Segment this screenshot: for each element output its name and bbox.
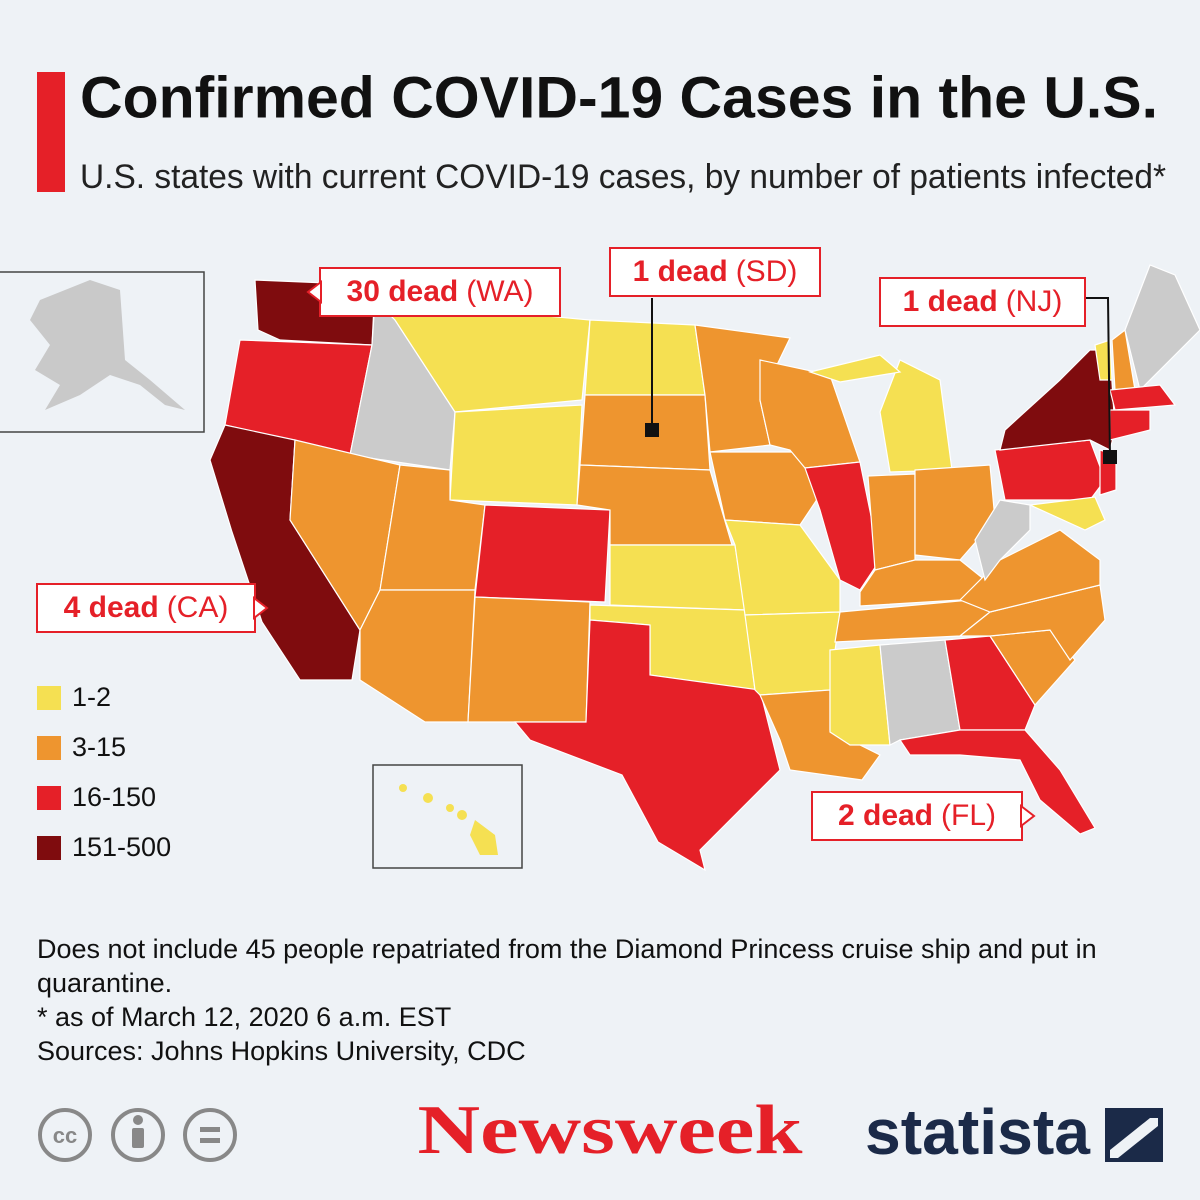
callout-state: (NJ) xyxy=(1006,285,1063,318)
callout-state: (WA) xyxy=(466,275,533,308)
state xyxy=(1124,264,1200,392)
leader-line xyxy=(1085,297,1111,458)
note: Sources: Johns Hopkins University, CDC xyxy=(37,1036,526,1066)
callout-count: 4 dead xyxy=(64,591,159,624)
legend-label: 151-500 xyxy=(72,832,171,862)
alaska xyxy=(30,280,185,410)
state xyxy=(898,729,1096,835)
leader-marker xyxy=(1103,450,1117,464)
person-icon xyxy=(132,1115,144,1148)
note: * as of March 12, 2020 6 a.m. EST xyxy=(37,1002,452,1032)
newsweek-logo: Newsweek xyxy=(418,1092,803,1169)
callout-count: 30 dead xyxy=(347,275,459,308)
alaska-inset xyxy=(0,271,205,433)
state xyxy=(944,635,1036,731)
equals-icon xyxy=(200,1127,220,1143)
state xyxy=(609,544,746,611)
state xyxy=(1027,496,1106,531)
legend-swatch xyxy=(37,736,61,760)
hawaii-inset xyxy=(372,764,523,869)
accent-bar xyxy=(37,72,65,192)
state xyxy=(879,359,953,473)
hawaii xyxy=(399,784,498,855)
callout-pointer xyxy=(253,595,269,621)
legend-swatch xyxy=(37,686,61,710)
callout-text: 1 dead (SD) xyxy=(633,255,798,288)
state xyxy=(859,559,986,607)
state xyxy=(513,619,781,872)
state xyxy=(807,354,902,383)
cc-icon: cc xyxy=(53,1123,77,1148)
callout-count: 2 dead xyxy=(838,799,933,832)
legend-label: 1-2 xyxy=(72,682,111,712)
license-icons xyxy=(38,1108,237,1162)
callout-state: (CA) xyxy=(167,591,229,624)
callout-text: 4 dead (CA) xyxy=(64,591,229,624)
legend-swatch xyxy=(37,836,61,860)
state xyxy=(759,359,861,469)
callout-box xyxy=(609,247,821,297)
note: Does not include 45 people repatriated f… xyxy=(37,934,1097,998)
state xyxy=(804,461,881,591)
notes: Does not include 45 people repatriated f… xyxy=(37,932,1147,1068)
callout-text: 30 dead (WA) xyxy=(347,275,534,308)
callout-count: 1 dead xyxy=(903,285,998,318)
state xyxy=(829,644,891,746)
legend-label: 3-15 xyxy=(72,732,126,762)
state xyxy=(467,596,591,723)
state xyxy=(744,611,841,696)
callout-text: 1 dead (NJ) xyxy=(903,285,1063,318)
subtitle: U.S. states with current COVID-19 cases,… xyxy=(80,158,1166,196)
statista-logo: statista xyxy=(865,1096,1090,1168)
legend-label: 16-150 xyxy=(72,782,156,812)
callout-box xyxy=(319,267,561,317)
callout-count: 1 dead xyxy=(633,255,728,288)
state xyxy=(1109,409,1151,441)
callout-state: (FL) xyxy=(941,799,996,832)
state xyxy=(867,473,916,571)
statista-mark xyxy=(1105,1108,1163,1162)
state xyxy=(974,499,1031,582)
callout-state: (SD) xyxy=(736,255,798,288)
leader-marker xyxy=(645,423,659,437)
title: Confirmed COVID-19 Cases in the U.S. xyxy=(80,65,1158,130)
state xyxy=(359,589,476,723)
legend-swatch xyxy=(37,786,61,810)
state xyxy=(449,404,583,506)
callout-pointer xyxy=(1020,803,1036,829)
state xyxy=(584,319,706,396)
state xyxy=(474,504,611,603)
callout-text: 2 dead (FL) xyxy=(838,799,996,832)
state xyxy=(1109,384,1177,411)
callout-pointer xyxy=(306,279,322,305)
callout-box xyxy=(879,277,1086,327)
state xyxy=(709,451,821,526)
